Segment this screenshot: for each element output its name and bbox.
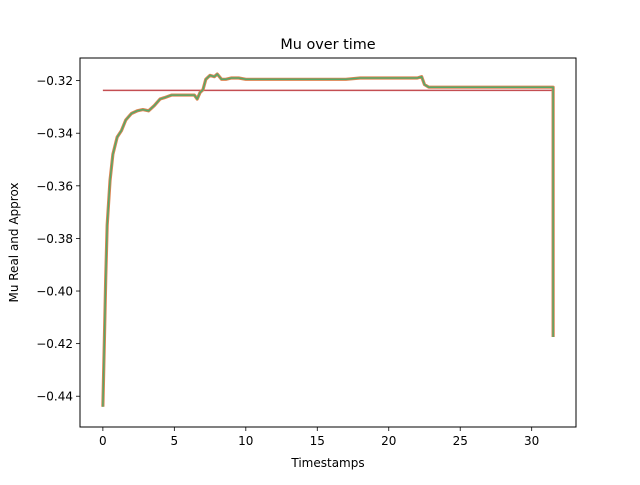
- y-tick-label: −0.36: [36, 179, 73, 193]
- x-tick-label: 0: [99, 434, 107, 448]
- series-layer: [101, 72, 555, 407]
- x-axis: 0 5 10 15 20 25 30: [99, 427, 539, 448]
- plot-frame: [79, 57, 577, 428]
- x-tick-label: 5: [171, 434, 179, 448]
- x-tick-label: 30: [524, 434, 539, 448]
- y-tick-label: −0.32: [36, 74, 73, 88]
- y-tick-label: −0.40: [36, 285, 73, 299]
- y-tick-label: −0.38: [36, 232, 73, 246]
- y-tick-label: −0.34: [36, 127, 73, 141]
- y-tick-label: −0.42: [36, 337, 73, 351]
- x-tick-label: 10: [238, 434, 253, 448]
- plot-area: [80, 58, 576, 427]
- y-axis: −0.44 −0.42 −0.40 −0.38 −0.36 −0.34 −0.32: [36, 74, 80, 404]
- y-axis-label: Mu Real and Approx: [7, 182, 21, 302]
- y-tick-label: −0.44: [36, 390, 73, 404]
- chart-title: Mu over time: [280, 37, 375, 53]
- x-tick-label: 15: [310, 434, 325, 448]
- x-tick-label: 25: [453, 434, 468, 448]
- x-tick-label: 20: [381, 434, 396, 448]
- x-axis-label: Timestamps: [290, 456, 364, 470]
- series-line-3: [102, 73, 554, 407]
